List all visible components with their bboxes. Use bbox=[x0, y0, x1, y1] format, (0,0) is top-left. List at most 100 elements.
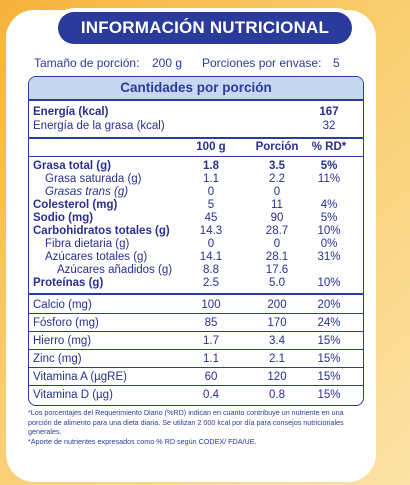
row-rd: 15% bbox=[317, 335, 341, 347]
row-label: Zinc (mg) bbox=[33, 353, 82, 365]
row-100g: 0 bbox=[207, 238, 215, 250]
table-row: Calcio (mg) 100 200 20% bbox=[29, 299, 363, 311]
divider bbox=[29, 99, 363, 101]
row-portion: 3.4 bbox=[269, 335, 285, 347]
row-label: Sodio (mg) bbox=[33, 212, 94, 224]
row-100g: 1.8 bbox=[203, 160, 219, 172]
row-portion: 0 bbox=[273, 186, 281, 198]
row-rd: 0% bbox=[320, 238, 338, 250]
row-label: Grasa total (g) bbox=[33, 160, 111, 172]
row-100g: 1.7 bbox=[203, 335, 219, 347]
row-rd: 31% bbox=[317, 251, 341, 263]
row-portion: 11 bbox=[271, 199, 283, 211]
table-row: Proteínas (g) 2.5 5.0 10% bbox=[29, 277, 363, 289]
row-portion: 0 bbox=[273, 238, 281, 250]
table-row: Vitamina D (µg) 0.4 0.8 15% bbox=[29, 389, 363, 401]
footnote-codex: *Aporte de nutrientes expresados como % … bbox=[28, 436, 257, 446]
divider bbox=[29, 293, 363, 295]
divider bbox=[29, 137, 363, 139]
table-row: Azúcares añadidos (g) 8.8 17.6 bbox=[29, 264, 363, 276]
divider bbox=[29, 367, 363, 368]
row-portion: 28.7 bbox=[265, 225, 289, 237]
nutrition-table: Cantidades por porción Energía (kcal) 16… bbox=[28, 76, 364, 406]
table-row: Carbohidratos totales (g) 14.3 28.7 10% bbox=[29, 225, 363, 237]
table-row: Grasa saturada (g) 1.1 2.2 11% bbox=[29, 173, 363, 185]
portions-value: 5 bbox=[333, 56, 340, 70]
row-100g: 0.4 bbox=[203, 389, 219, 401]
row-rd: 15% bbox=[317, 353, 341, 365]
energy-row: Energía (kcal) 167 bbox=[29, 106, 363, 118]
energy-fat-value: 32 bbox=[322, 120, 336, 132]
row-label: Hierro (mg) bbox=[33, 335, 92, 347]
row-portion: 200 bbox=[267, 299, 287, 311]
row-label: Carbohidratos totales (g) bbox=[33, 225, 170, 237]
table-row: Colesterol (mg) 5 11 4% bbox=[29, 199, 363, 211]
energy-fat-label: Energía de la grasa (kcal) bbox=[33, 120, 165, 132]
row-100g: 8.8 bbox=[203, 264, 219, 276]
row-rd: 20% bbox=[317, 299, 341, 311]
divider bbox=[29, 156, 363, 157]
row-portion: 3.5 bbox=[269, 160, 285, 172]
row-rd: 11% bbox=[317, 173, 341, 185]
table-row: Fibra dietaria (g) 0 0 0% bbox=[29, 238, 363, 250]
energy-fat-row: Energía de la grasa (kcal) 32 bbox=[29, 120, 363, 132]
row-label: Vitamina D (µg) bbox=[33, 389, 113, 401]
row-label: Grasas trans (g) bbox=[45, 186, 129, 198]
row-100g: 60 bbox=[204, 371, 218, 383]
row-100g: 1.1 bbox=[203, 173, 219, 185]
table-row: Azúcares totales (g) 14.1 28.1 31% bbox=[29, 251, 363, 263]
column-rd: % RD* bbox=[311, 141, 347, 153]
serving-size-label: Tamaño de porción: bbox=[34, 56, 140, 70]
row-portion: 28.1 bbox=[265, 251, 289, 263]
row-rd: 15% bbox=[317, 371, 341, 383]
column-100g: 100 g bbox=[196, 141, 226, 153]
column-headers: 100 g Porción % RD* bbox=[29, 141, 363, 153]
row-label: Colesterol (mg) bbox=[33, 199, 118, 211]
divider bbox=[29, 385, 363, 386]
energy-label: Energía (kcal) bbox=[33, 106, 109, 118]
serving-size-value: 200 g bbox=[152, 56, 183, 70]
row-rd: 4% bbox=[320, 199, 338, 211]
table-row: Vitamina A (µgRE) 60 120 15% bbox=[29, 371, 363, 383]
row-rd: 5% bbox=[320, 212, 338, 224]
row-label: Vitamina A (µgRE) bbox=[33, 371, 127, 383]
table-row: Sodio (mg) 45 90 5% bbox=[29, 212, 363, 224]
row-portion: 2.1 bbox=[269, 353, 285, 365]
row-label: Azúcares totales (g) bbox=[45, 251, 148, 263]
page-title: INFORMACIÓN NUTRICIONAL bbox=[58, 12, 352, 44]
divider bbox=[29, 313, 363, 314]
row-portion: 2.2 bbox=[269, 173, 285, 185]
table-row: Grasa total (g) 1.8 3.5 5% bbox=[29, 160, 363, 172]
row-label: Calcio (mg) bbox=[33, 299, 92, 311]
table-row: Grasas trans (g) 0 0 bbox=[29, 186, 363, 198]
row-100g: 85 bbox=[204, 317, 218, 329]
row-rd: 5% bbox=[320, 160, 338, 172]
portions-label: Porciones por envase: bbox=[202, 56, 322, 70]
row-100g: 2.5 bbox=[203, 277, 219, 289]
table-row: Zinc (mg) 1.1 2.1 15% bbox=[29, 353, 363, 365]
column-portion: Porción bbox=[255, 141, 299, 153]
row-label: Proteínas (g) bbox=[33, 277, 104, 289]
footnotes: *Los porcentajes del Requerimiento Diari… bbox=[28, 408, 363, 446]
row-label: Azúcares añadidos (g) bbox=[57, 264, 173, 276]
row-100g: 14.3 bbox=[199, 225, 223, 237]
table-row: Fósforo (mg) 85 170 24% bbox=[29, 317, 363, 329]
table-row: Hierro (mg) 1.7 3.4 15% bbox=[29, 335, 363, 347]
row-rd: 24% bbox=[317, 317, 341, 329]
row-portion: 90 bbox=[270, 212, 284, 224]
row-label: Fibra dietaria (g) bbox=[45, 238, 130, 250]
energy-value: 167 bbox=[319, 106, 339, 118]
row-100g: 100 bbox=[201, 299, 221, 311]
row-rd: 10% bbox=[317, 277, 341, 289]
row-rd: 10% bbox=[317, 225, 341, 237]
row-label: Grasa saturada (g) bbox=[45, 173, 142, 185]
row-portion: 5.0 bbox=[269, 277, 285, 289]
row-portion: 0.8 bbox=[269, 389, 285, 401]
row-label: Fósforo (mg) bbox=[33, 317, 99, 329]
row-portion: 170 bbox=[267, 317, 287, 329]
row-100g: 5 bbox=[207, 199, 215, 211]
table-header: Cantidades por porción bbox=[29, 77, 363, 99]
footnote-rd: *Los porcentajes del Requerimiento Diari… bbox=[28, 408, 344, 436]
row-portion: 17.6 bbox=[265, 264, 289, 276]
divider bbox=[29, 349, 363, 350]
